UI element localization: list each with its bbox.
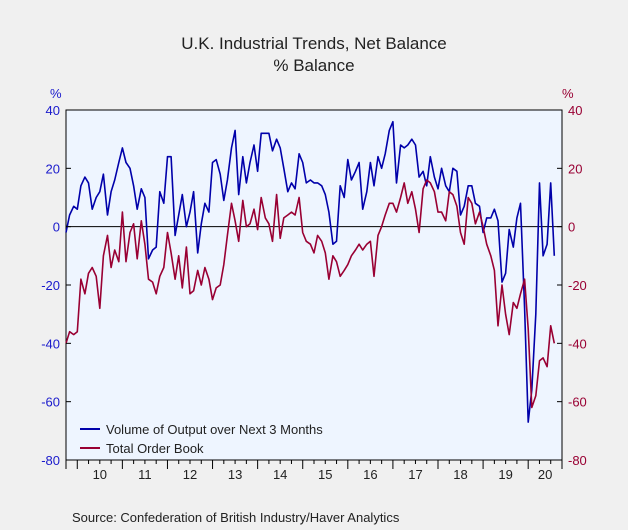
legend-label: Volume of Output over Next 3 Months [106,422,323,437]
x-tick-label: 11 [138,467,152,482]
x-tick-label: 19 [498,467,512,482]
x-tick-label: 10 [93,467,107,482]
chart-subtitle: % Balance [273,56,355,75]
series-layer [65,120,556,423]
y-tick-label-right: -20 [568,278,587,293]
y-tick-label-right: 40 [568,103,582,118]
x-tick-label: 18 [453,467,467,482]
y-tick-label-left: -20 [41,278,60,293]
y-axis-left-title: % [50,86,62,101]
y-tick-label-left: -80 [41,453,60,468]
x-tick-label: 14 [273,467,287,482]
x-tick-label: 20 [538,467,552,482]
y-tick-label-right: 0 [568,220,575,235]
y-tick-label-left: 0 [53,220,60,235]
y-axis-right-title: % [562,86,574,101]
axis-layer: 40 40 20 20 0 0 -20 -20 -40 -40 -60 -60 -80 -80 10 11 12… [41,103,587,482]
series-line-1 [65,120,556,423]
x-tick-label: 15 [318,467,332,482]
y-tick-label-right: -80 [568,453,587,468]
y-tick-label-right: -40 [568,336,587,351]
source-note: Source: Confederation of British Industr… [72,510,400,525]
plot-area [65,109,563,461]
series-line-2 [65,179,556,409]
x-tick-label: 12 [183,467,197,482]
legend: Volume of Output over Next 3 Months Total… [80,422,323,456]
legend-label: Total Order Book [106,441,204,456]
x-tick-label: 13 [228,467,242,482]
y-tick-label-right: -60 [568,395,587,410]
y-tick-label-left: 40 [46,103,60,118]
x-tick-label: 16 [363,467,377,482]
y-tick-label-left: -40 [41,336,60,351]
x-tick-label: 17 [408,467,422,482]
y-tick-label-left: -60 [41,395,60,410]
y-tick-label-right: 20 [568,161,582,176]
y-tick-label-left: 20 [46,161,60,176]
chart-title: U.K. Industrial Trends, Net Balance [181,34,447,53]
